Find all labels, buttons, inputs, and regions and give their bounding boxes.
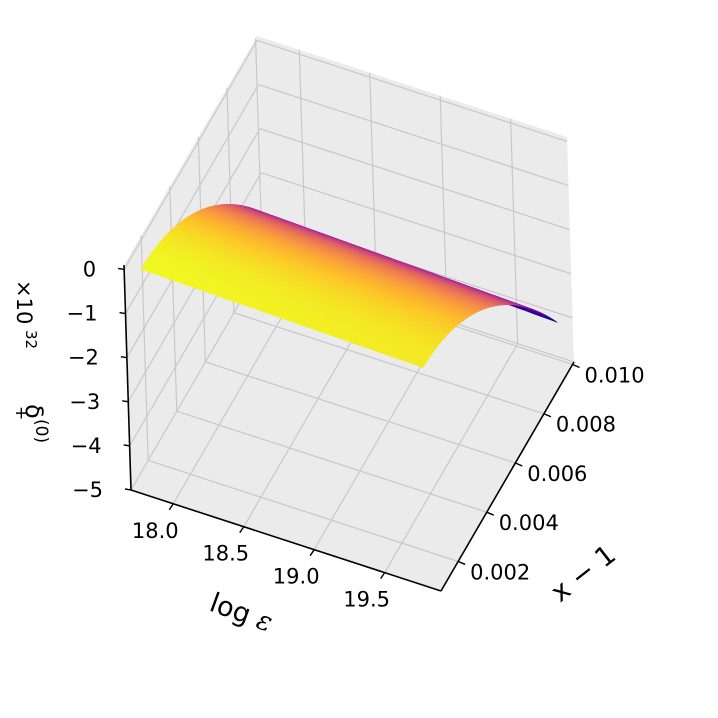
y-tick-label: 0.008 [556, 413, 616, 437]
grid-line [261, 172, 572, 275]
tick-mark [120, 355, 127, 359]
grid-line [258, 83, 569, 187]
x-tick-label: 18.5 [202, 542, 249, 566]
x-axis-line [130, 489, 442, 592]
tick-labels: 18.0 18.5 19.0 19.5 0.002 0.004 0.006 0.008 0.01… [67, 257, 645, 611]
z-tick-label: 0 [83, 257, 96, 281]
z-offset-text: ×10 32 [12, 280, 40, 349]
z-tick-label: −4 [71, 434, 102, 458]
z-tick-label: −3 [69, 390, 100, 414]
x-tick-label: 19.5 [343, 588, 390, 612]
tick-mark [486, 511, 495, 516]
tick-marks [118, 267, 580, 580]
grid-line [233, 312, 545, 415]
grid-line [123, 40, 258, 270]
tick-mark [572, 363, 580, 369]
y-axis-line [440, 361, 575, 592]
grid-line [147, 459, 459, 563]
y-tick-label: 0.002 [470, 560, 530, 584]
surface-patch [414, 358, 428, 368]
grid-line [384, 343, 519, 573]
svg-text:δ: δ [20, 404, 48, 419]
svg-text:+: + [11, 406, 31, 420]
y-tick-label: 0.004 [499, 511, 559, 535]
y-tick-label: 0.010 [585, 363, 645, 387]
tick-mark [380, 572, 386, 580]
tick-mark [515, 462, 523, 467]
grid-line [205, 361, 516, 464]
grid-line [176, 410, 487, 513]
axis-lines [123, 264, 575, 592]
tick-mark [124, 488, 132, 491]
svg-text:32: 32 [22, 330, 40, 349]
surface [140, 203, 558, 368]
grid-line [124, 84, 260, 314]
x-axis-title: log ε [206, 587, 277, 638]
tick-mark [457, 560, 466, 566]
x-tick-label: 19.0 [273, 565, 320, 589]
z-tick-label: −2 [68, 346, 99, 370]
y-axis-title: x − 1 [545, 539, 622, 608]
tick-mark [123, 444, 130, 447]
grid-line [169, 186, 178, 412]
grid-line [256, 39, 568, 142]
z-tick-label: −5 [72, 478, 103, 502]
svg-text:×10: ×10 [12, 280, 36, 324]
floor-pane [131, 261, 574, 591]
grid-line [140, 235, 149, 461]
tick-mark [118, 267, 125, 271]
x-tick-label: 18.0 [132, 519, 179, 543]
y-tick-label: 0.006 [527, 462, 587, 486]
tick-mark [309, 549, 315, 557]
tick-mark [168, 503, 174, 511]
z-axis-title: δ + (0) [11, 404, 51, 443]
tick-mark [543, 413, 552, 418]
svg-text:(0): (0) [31, 419, 51, 443]
tick-mark [119, 311, 126, 315]
grid-line [259, 128, 571, 231]
z-axis-line [123, 264, 132, 491]
tick-mark [239, 526, 245, 534]
z-tick-label: −1 [67, 302, 98, 326]
tick-mark [122, 400, 129, 403]
